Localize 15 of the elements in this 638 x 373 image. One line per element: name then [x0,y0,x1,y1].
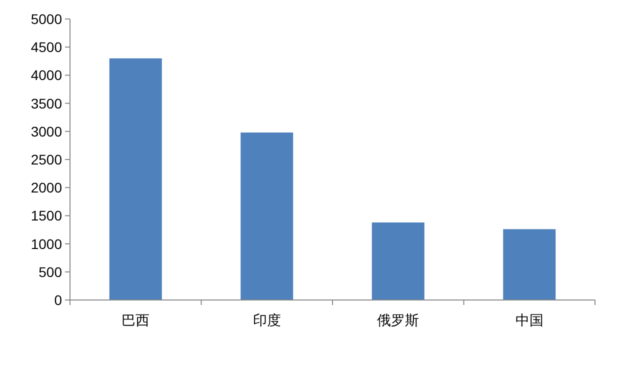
y-tick-label: 4000 [30,67,62,84]
y-tick-label: 2000 [30,180,62,196]
y-tick-label: 4500 [30,39,62,56]
x-tick-label: 俄罗斯 [377,313,420,329]
y-tick-label: 3500 [30,95,62,112]
x-tick-label: 中国 [515,313,544,329]
y-tick-label: 500 [38,264,62,280]
y-tick-label: 0 [54,292,62,308]
y-tick-label: 2500 [30,152,62,168]
y-tick-label: 1500 [30,208,62,224]
y-tick-label: 3000 [30,123,62,140]
x-tick-label: 印度 [252,313,281,329]
y-tick-label: 1000 [30,236,62,252]
x-tick-label: 巴西 [122,313,150,329]
y-tick-label: 5000 [30,11,62,27]
